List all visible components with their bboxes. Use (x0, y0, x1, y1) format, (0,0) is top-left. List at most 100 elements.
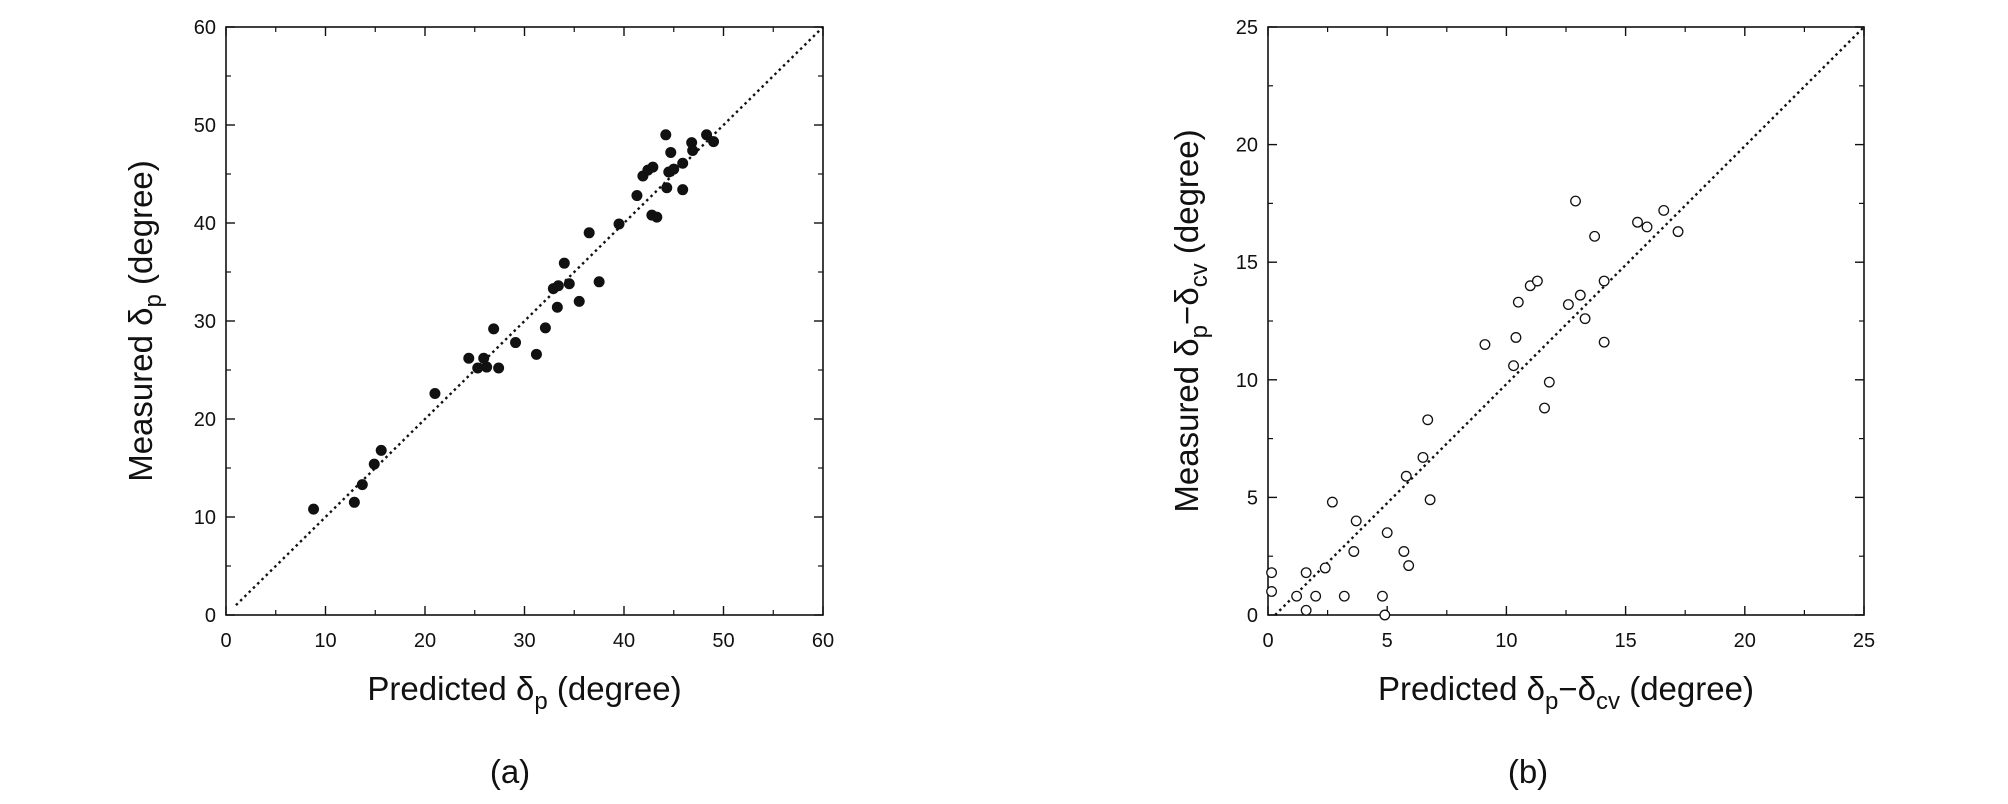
y-tick-label: 30 (194, 311, 216, 333)
axis-label-prefix: Predicted (367, 670, 516, 707)
x-tick-label: 50 (712, 630, 734, 652)
data-point (510, 337, 522, 349)
x-tick-label: 40 (613, 630, 635, 652)
data-point (1479, 339, 1491, 350)
data-point (665, 146, 677, 158)
x-tick-label: 60 (812, 630, 834, 652)
data-point (429, 388, 441, 400)
data-point (668, 163, 680, 175)
data-point (1291, 590, 1303, 602)
x-tick-label: 20 (1734, 630, 1756, 652)
axis-label-prefix: Measured (1168, 357, 1205, 513)
data-point (1579, 313, 1591, 325)
axis-label-subscript: cv (1186, 263, 1213, 287)
x-tick-label: 15 (1614, 630, 1636, 652)
data-point (1672, 226, 1684, 238)
y-tick-label: 10 (1236, 370, 1258, 392)
data-point (677, 184, 689, 196)
data-point (631, 190, 643, 202)
data-point (1379, 609, 1391, 621)
data-point (1531, 275, 1543, 287)
x-axis-label: Predicted δp (degree) (367, 670, 681, 715)
data-point (1658, 205, 1670, 216)
data-point (1300, 567, 1312, 579)
y-tick-label: 10 (194, 507, 216, 529)
axis-label-symbol: δ (516, 670, 534, 707)
data-point (661, 182, 673, 194)
data-point (1574, 289, 1586, 301)
data-point (530, 348, 542, 360)
axis-label-subscript: p (1186, 325, 1213, 338)
x-axis-label: Predicted δp−δcv (degree) (1378, 670, 1754, 715)
data-point (1589, 230, 1601, 242)
data-point (1543, 376, 1555, 388)
data-point (1539, 402, 1550, 414)
data-point (1319, 562, 1331, 574)
data-point (677, 157, 689, 169)
data-point (488, 323, 500, 335)
data-point (708, 136, 720, 148)
x-tick-label: 10 (1495, 630, 1517, 652)
data-point (1350, 515, 1362, 527)
y-tick-label: 0 (205, 605, 216, 627)
y-axis-label: Measured δp (degree) (122, 160, 167, 482)
axis-label-suffix: (degree) (548, 670, 682, 707)
data-point (463, 352, 475, 364)
axis-label-dash: − (1558, 670, 1577, 707)
data-point (1326, 496, 1338, 508)
x-tick-label: 30 (513, 630, 535, 652)
data-point (1266, 586, 1278, 597)
panel-label: (a) (490, 753, 530, 790)
data-point (613, 218, 625, 230)
data-point (1424, 494, 1436, 506)
axis-label-subscript: p (1545, 688, 1558, 715)
y-tick-label: 15 (1236, 252, 1258, 274)
y-tick-label: 60 (194, 17, 216, 39)
panel-label: (b) (1508, 753, 1548, 790)
data-point (539, 322, 551, 334)
data-point (1598, 275, 1610, 287)
data-point (573, 295, 585, 307)
data-point (1381, 527, 1393, 539)
data-point (1403, 560, 1415, 572)
data-point (552, 280, 564, 292)
axis-label-symbol: δ (1168, 287, 1205, 305)
y-axis-label: Measured δp−δcv (degree) (1168, 129, 1213, 512)
data-point (375, 444, 387, 456)
data-point (481, 361, 493, 373)
data-point (701, 129, 713, 141)
data-point (563, 278, 575, 290)
axis-label-suffix: (degree) (1620, 670, 1754, 707)
axis-label-symbol: δ (122, 307, 159, 325)
axis-label-subscript: p (140, 294, 167, 307)
data-point (472, 362, 484, 374)
axis-label-prefix: Measured (122, 326, 159, 482)
data-point (687, 144, 699, 156)
axis-label-suffix: (degree) (1168, 129, 1205, 263)
data-point (1400, 470, 1412, 482)
data-point (1641, 221, 1653, 233)
data-point (1310, 590, 1322, 602)
x-tick-label: 5 (1382, 630, 1393, 652)
x-tick-label: 0 (220, 630, 231, 652)
axis-label-symbol: δ (1168, 338, 1205, 356)
axis-label-subscript: cv (1596, 688, 1620, 715)
data-point (551, 301, 563, 313)
y-tick-label: 20 (194, 409, 216, 431)
axis-label-subscript: p (534, 688, 547, 715)
data-point (1508, 360, 1520, 372)
data-point (1512, 296, 1524, 308)
data-point (368, 458, 380, 470)
data-point (1422, 414, 1434, 426)
data-point (1338, 590, 1350, 602)
data-point (1570, 195, 1581, 207)
data-point (1376, 590, 1388, 602)
y-tick-label: 50 (194, 115, 216, 137)
data-point (493, 362, 505, 374)
data-point (308, 503, 320, 515)
y-tick-label: 40 (194, 213, 216, 235)
axis-label-prefix: Predicted (1378, 670, 1527, 707)
